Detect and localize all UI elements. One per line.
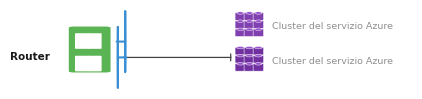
FancyBboxPatch shape [244,55,254,63]
FancyBboxPatch shape [244,21,254,28]
Text: Router: Router [11,52,50,62]
FancyBboxPatch shape [235,29,246,37]
Ellipse shape [246,63,253,65]
Ellipse shape [255,20,262,22]
FancyBboxPatch shape [75,33,89,49]
Ellipse shape [255,63,262,65]
FancyBboxPatch shape [253,29,264,37]
FancyBboxPatch shape [244,29,254,37]
Ellipse shape [255,12,262,14]
Ellipse shape [237,55,244,57]
Ellipse shape [237,12,244,14]
FancyBboxPatch shape [244,13,254,20]
FancyBboxPatch shape [253,13,264,20]
FancyBboxPatch shape [69,27,111,72]
Ellipse shape [237,28,244,30]
Ellipse shape [237,20,244,22]
Ellipse shape [255,55,262,57]
FancyBboxPatch shape [253,55,264,63]
Ellipse shape [255,46,262,49]
Ellipse shape [237,63,244,65]
Ellipse shape [237,46,244,49]
Text: Cluster del servizio Azure: Cluster del servizio Azure [272,22,393,31]
FancyBboxPatch shape [235,47,246,55]
Ellipse shape [246,55,253,57]
FancyBboxPatch shape [253,63,264,71]
FancyBboxPatch shape [75,56,89,71]
FancyBboxPatch shape [235,55,246,63]
FancyBboxPatch shape [235,63,246,71]
Ellipse shape [246,20,253,22]
FancyBboxPatch shape [253,21,264,28]
Ellipse shape [246,28,253,30]
Ellipse shape [246,46,253,49]
Text: Cluster del servizio Azure: Cluster del servizio Azure [272,57,393,66]
FancyBboxPatch shape [87,33,102,49]
FancyBboxPatch shape [253,47,264,55]
FancyBboxPatch shape [87,56,102,71]
FancyBboxPatch shape [235,21,246,28]
FancyBboxPatch shape [235,13,246,20]
Ellipse shape [246,12,253,14]
FancyBboxPatch shape [244,63,254,71]
Ellipse shape [255,28,262,30]
FancyBboxPatch shape [244,47,254,55]
